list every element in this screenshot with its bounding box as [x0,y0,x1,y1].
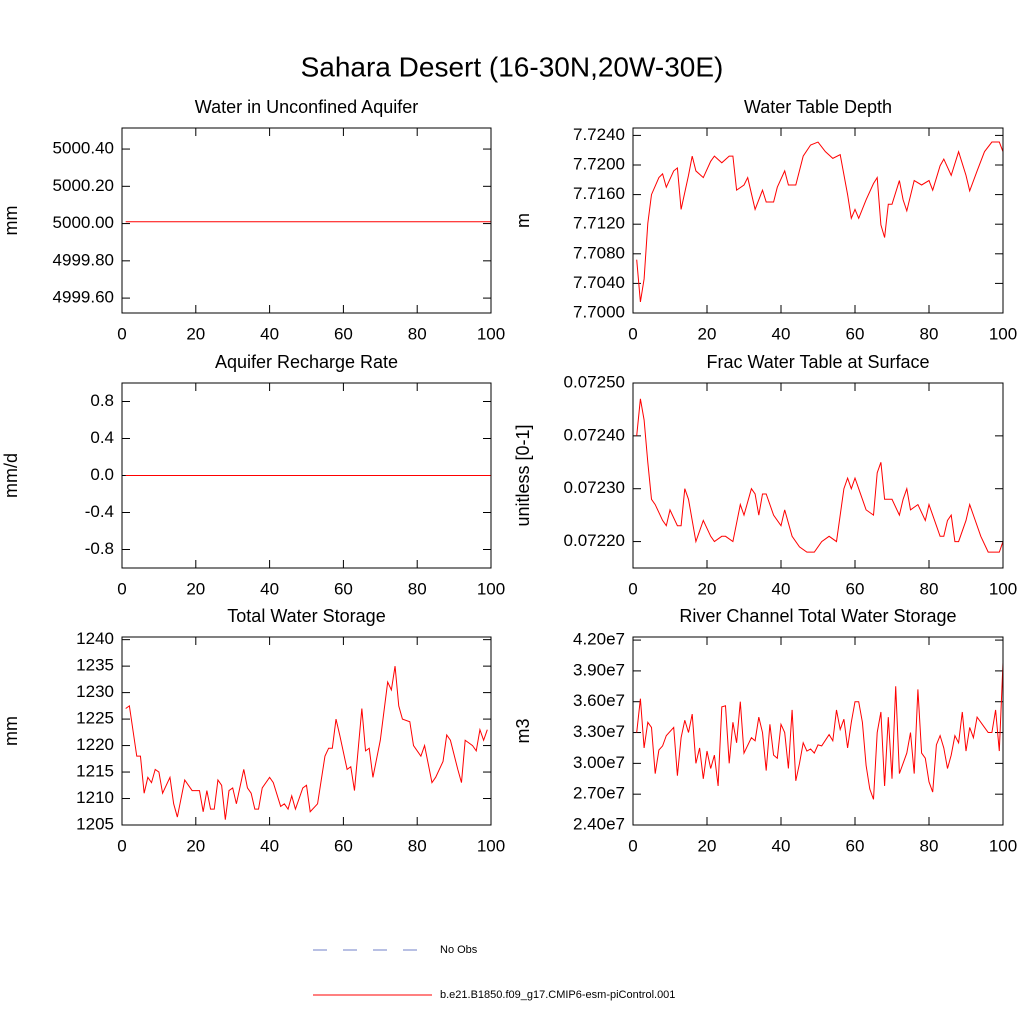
panel-title: Water in Unconfined Aquifer [195,97,418,117]
x-tick-label: 60 [334,836,353,855]
x-tick-label: 100 [477,324,505,343]
data-line [636,398,1004,553]
x-tick-label: 80 [408,324,427,343]
x-tick-label: 100 [989,836,1017,855]
y-tick-label: 1205 [76,814,114,833]
y-tick-label: 1230 [76,682,114,701]
x-tick-label: 0 [117,579,126,598]
data-line [636,662,1004,800]
panel-title: Water Table Depth [744,97,892,117]
y-tick-label: 7.7200 [573,154,625,173]
x-tick-label: 100 [477,579,505,598]
y-axis-label: unitless [0-1] [513,424,533,526]
y-axis-label: m3 [513,718,533,743]
y-axis-label: mm/d [1,453,21,498]
y-tick-label: 2.40e7 [573,814,625,833]
x-tick-label: 60 [334,579,353,598]
legend-label: b.e21.B1850.f09_g17.CMIP6-esm-piControl.… [440,989,675,1001]
plot-frame [121,127,492,314]
data-line [636,141,1004,302]
panel-title: Aquifer Recharge Rate [215,352,398,372]
x-tick-label: 0 [117,324,126,343]
x-tick-label: 60 [846,324,865,343]
figure-title: Sahara Desert (16-30N,20W-30E) [301,51,724,82]
y-tick-label: 2.70e7 [573,784,625,803]
x-tick-label: 20 [186,836,205,855]
y-tick-label: 7.7040 [573,273,625,292]
x-tick-label: 20 [698,579,717,598]
plot-frame [632,127,1004,314]
y-tick-label: 7.7160 [573,184,625,203]
x-tick-label: 0 [628,579,637,598]
panel-title: River Channel Total Water Storage [679,606,956,626]
y-tick-label: 0.07230 [564,478,625,497]
x-tick-label: 40 [772,836,791,855]
x-tick-label: 80 [408,579,427,598]
y-tick-label: 0.8 [90,391,114,410]
y-tick-label: 5000.40 [53,139,114,158]
x-tick-label: 60 [846,836,865,855]
y-tick-label: 1225 [76,709,114,728]
x-tick-label: 40 [260,836,279,855]
y-axis-label: mm [1,716,21,746]
x-tick-label: 40 [772,579,791,598]
y-tick-label: 1240 [76,629,114,648]
x-tick-label: 100 [989,324,1017,343]
y-tick-label: 0.07220 [564,531,625,550]
y-tick-label: 1235 [76,656,114,675]
panel-title: Total Water Storage [227,606,385,626]
x-tick-label: 20 [186,324,205,343]
y-tick-label: 7.7000 [573,302,625,321]
x-tick-label: 40 [772,324,791,343]
x-tick-label: 100 [989,579,1017,598]
y-tick-label: 4.20e7 [573,630,625,649]
y-tick-label: 7.7080 [573,243,625,262]
x-tick-label: 60 [846,579,865,598]
y-tick-label: 3.00e7 [573,753,625,772]
y-tick-label: 0.4 [90,428,114,447]
x-tick-label: 0 [628,324,637,343]
x-tick-label: 20 [698,836,717,855]
panel-title: Frac Water Table at Surface [706,352,929,372]
y-tick-label: 0.07240 [564,425,625,444]
data-line [125,666,488,820]
y-axis-label: mm [1,206,21,236]
plot-frame [632,382,1004,569]
plot-frame [121,382,492,569]
x-tick-label: 40 [260,579,279,598]
y-tick-label: 0.0 [90,465,114,484]
x-tick-label: 80 [408,836,427,855]
x-tick-label: 80 [920,836,939,855]
y-tick-label: 5000.00 [53,213,114,232]
x-tick-label: 60 [334,324,353,343]
y-tick-label: 4999.80 [53,250,114,269]
x-tick-label: 80 [920,324,939,343]
y-tick-label: 3.30e7 [573,722,625,741]
x-tick-label: 100 [477,836,505,855]
y-tick-label: 1210 [76,788,114,807]
y-tick-label: 7.7120 [573,214,625,233]
y-tick-label: 1220 [76,735,114,754]
x-tick-label: 0 [117,836,126,855]
y-tick-label: -0.8 [85,539,114,558]
plot-frame [632,636,1004,826]
y-tick-label: 3.60e7 [573,691,625,710]
x-tick-label: 20 [698,324,717,343]
y-tick-label: -0.4 [85,502,114,521]
x-tick-label: 0 [628,836,637,855]
plot-frame [121,636,492,826]
y-tick-label: 0.07250 [564,372,625,391]
y-tick-label: 4999.60 [53,288,114,307]
x-tick-label: 20 [186,579,205,598]
y-tick-label: 3.90e7 [573,660,625,679]
y-tick-label: 7.7240 [573,125,625,144]
y-axis-label: m [513,213,533,228]
x-tick-label: 80 [920,579,939,598]
x-tick-label: 40 [260,324,279,343]
y-tick-label: 5000.20 [53,176,114,195]
legend-label: No Obs [440,944,478,956]
y-tick-label: 1215 [76,762,114,781]
